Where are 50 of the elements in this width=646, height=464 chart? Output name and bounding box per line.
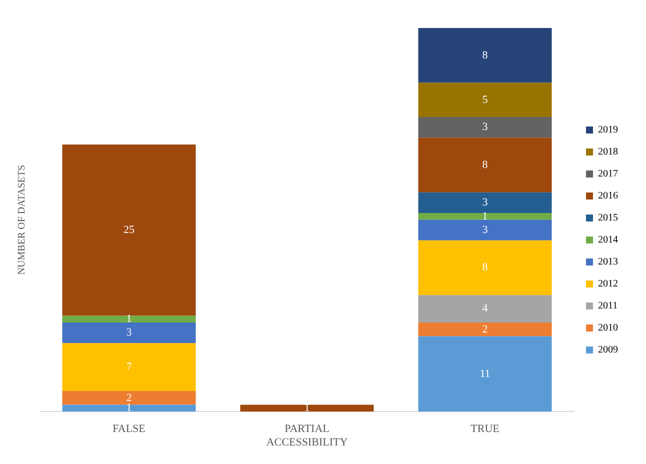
- data-label: 2: [126, 392, 132, 404]
- bar: [418, 240, 552, 296]
- data-label: 1: [126, 313, 132, 326]
- data-label: 2: [482, 323, 488, 336]
- data-label: 3: [482, 224, 488, 236]
- legend-label: 2011: [598, 300, 618, 312]
- data-label: 1: [482, 210, 488, 222]
- data-label: 3: [126, 326, 132, 339]
- legend-label: 2015: [598, 212, 618, 224]
- legend-label: 2013: [598, 256, 618, 268]
- bar: [418, 82, 552, 118]
- legend-label: 2014: [598, 234, 618, 246]
- bar: [62, 404, 196, 412]
- data-label: 4: [482, 302, 488, 315]
- bar: [62, 322, 196, 344]
- x-tick-label: TRUE: [470, 423, 500, 436]
- bar: [62, 144, 196, 316]
- bar: [418, 295, 552, 323]
- x-tick-label: PARTIAL ACCESSIBILITY: [266, 423, 348, 448]
- data-label: 3: [482, 121, 488, 134]
- data-label: 3: [482, 196, 488, 209]
- data-label: 8: [482, 262, 488, 274]
- bar: [418, 138, 552, 192]
- bar: [418, 212, 552, 220]
- legend-label: 2010: [598, 322, 618, 334]
- x-tick-label: FALSE: [112, 423, 146, 436]
- legend-label: 2018: [598, 146, 618, 158]
- legend-label: 2017: [598, 168, 618, 180]
- bar: [62, 316, 196, 323]
- legend-label: 2009: [598, 344, 618, 356]
- legend-label: 2016: [598, 190, 618, 202]
- data-label: 7: [126, 360, 132, 373]
- bar: [418, 192, 552, 213]
- data-label: 25: [124, 224, 135, 236]
- legend-label: 2012: [598, 278, 618, 290]
- bar: [240, 404, 374, 412]
- data-label: 11: [480, 368, 490, 380]
- bar: [418, 117, 552, 138]
- bar: [62, 391, 196, 405]
- data-label: 8: [482, 158, 488, 171]
- bar: [418, 336, 552, 412]
- bar: [418, 322, 552, 336]
- data-label: 8: [482, 49, 488, 62]
- bar: [418, 28, 552, 83]
- y-axis-title: NUMBER OF DATASETS: [16, 164, 28, 275]
- bar: [62, 343, 196, 392]
- data-label: 1: [126, 402, 132, 414]
- legend-label: 2019: [598, 124, 618, 136]
- data-label: 5: [482, 94, 488, 106]
- bar: [418, 220, 552, 240]
